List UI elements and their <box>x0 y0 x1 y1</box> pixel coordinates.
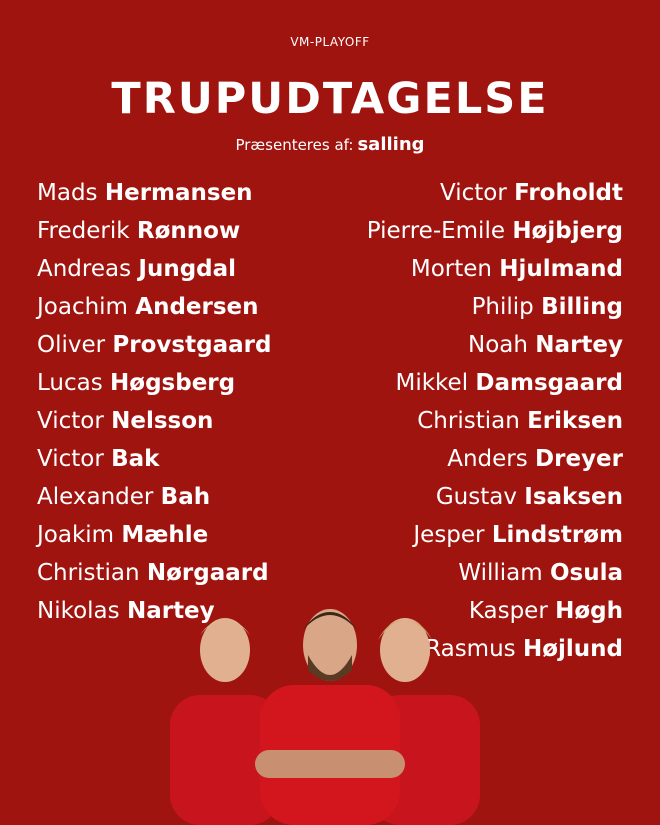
last-name: Billing <box>541 294 623 320</box>
last-name: Hjulmand <box>499 256 623 282</box>
player-name: Gustav Isaksen <box>367 482 623 520</box>
last-name: Højbjerg <box>512 218 623 244</box>
player-name: Christian Nørgaard <box>37 558 271 596</box>
first-name: Victor <box>37 408 104 434</box>
players-photo <box>170 609 480 825</box>
last-name: Dreyer <box>535 446 623 472</box>
first-name: Gustav <box>435 484 517 510</box>
player-name: William Osula <box>367 558 623 596</box>
player-name: Victor Froholdt <box>367 178 623 216</box>
player-center <box>255 609 405 825</box>
presented-by-label: Præsenteres af: <box>235 136 354 154</box>
first-name: Andreas <box>37 256 132 282</box>
first-name: Rasmus <box>425 636 516 662</box>
last-name: Andersen <box>135 294 259 320</box>
last-name: Nartey <box>126 598 215 624</box>
last-name: Højlund <box>522 636 623 662</box>
player-name: Morten Hjulmand <box>367 254 623 292</box>
first-name: Philip <box>471 294 534 320</box>
player-name: Victor Nelsson <box>37 406 271 444</box>
last-name: Bah <box>160 484 211 510</box>
last-name: Lindstrøm <box>491 522 623 548</box>
player-name: Joachim Andersen <box>37 292 271 330</box>
player-name: Nikolas Nartey <box>37 596 271 634</box>
first-name: Nikolas <box>37 598 120 624</box>
player-name: Kasper Høgh <box>367 596 623 634</box>
first-name: Joakim <box>37 522 115 548</box>
player-name: Frederik Rønnow <box>37 216 271 254</box>
last-name: Mæhle <box>121 522 209 548</box>
player-name: Mads Hermansen <box>37 178 271 216</box>
last-name: Hermansen <box>104 180 253 206</box>
first-name: Frederik <box>37 218 130 244</box>
last-name: Høgh <box>555 598 623 624</box>
first-name: Noah <box>468 332 528 358</box>
player-name: Noah Nartey <box>367 330 623 368</box>
first-name: Jesper <box>413 522 485 548</box>
last-name: Bak <box>111 446 160 472</box>
last-name: Damsgaard <box>475 370 623 396</box>
first-name: Victor <box>37 446 104 472</box>
player-name: Anders Dreyer <box>367 444 623 482</box>
first-name: Kasper <box>468 598 548 624</box>
player-name: Oliver Provstgaard <box>37 330 271 368</box>
first-name: Victor <box>439 180 507 206</box>
last-name: Eriksen <box>527 408 623 434</box>
player-name: Mikkel Damsgaard <box>367 368 624 406</box>
last-name: Nelsson <box>111 408 214 434</box>
supertitle: VM-PLAYOFF <box>290 35 370 49</box>
last-name: Nartey <box>535 332 623 358</box>
last-name: Provstgaard <box>112 332 272 358</box>
last-name: Froholdt <box>514 180 623 206</box>
squad-list-right: Victor Froholdt Pierre-Emile Højbjerg Mort… <box>367 178 623 672</box>
squad-list-left: Mads Hermansen Frederik Rønnow Andreas Jun… <box>37 178 271 634</box>
first-name: William <box>458 560 543 586</box>
last-name: Isaksen <box>524 484 623 510</box>
player-name: Jesper Lindstrøm <box>367 520 623 558</box>
presented-by: Præsenteres af: salling <box>0 134 660 155</box>
last-name: Jungdal <box>138 256 237 282</box>
player-name: Pierre-Emile Højbjerg <box>367 216 623 254</box>
last-name: Osula <box>549 560 623 586</box>
first-name: Mads <box>37 180 98 206</box>
first-name: Christian <box>417 408 520 434</box>
sponsor-logo: salling <box>357 134 425 155</box>
last-name: Rønnow <box>136 218 241 244</box>
player-name: Joakim Mæhle <box>37 520 271 558</box>
first-name: Christian <box>37 560 140 586</box>
first-name: Oliver <box>37 332 106 358</box>
first-name: Lucas <box>37 370 103 396</box>
player-name: Christian Eriksen <box>367 406 623 444</box>
player-name: Philip Billing <box>367 292 623 330</box>
player-name: Victor Bak <box>37 444 271 482</box>
page-title: TRUPUDTAGELSE <box>111 74 549 124</box>
first-name: Anders <box>447 446 528 472</box>
first-name: Alexander <box>37 484 154 510</box>
last-name: Høgsberg <box>110 370 236 396</box>
first-name: Morten <box>410 256 492 282</box>
player-name: Rasmus Højlund <box>367 634 623 672</box>
player-name: Lucas Høgsberg <box>37 368 271 406</box>
first-name: Joachim <box>37 294 128 320</box>
first-name: Mikkel <box>395 370 469 396</box>
last-name: Nørgaard <box>146 560 269 586</box>
first-name: Pierre-Emile <box>366 218 505 244</box>
player-name: Alexander Bah <box>37 482 271 520</box>
player-left <box>170 618 280 825</box>
player-name: Andreas Jungdal <box>37 254 271 292</box>
